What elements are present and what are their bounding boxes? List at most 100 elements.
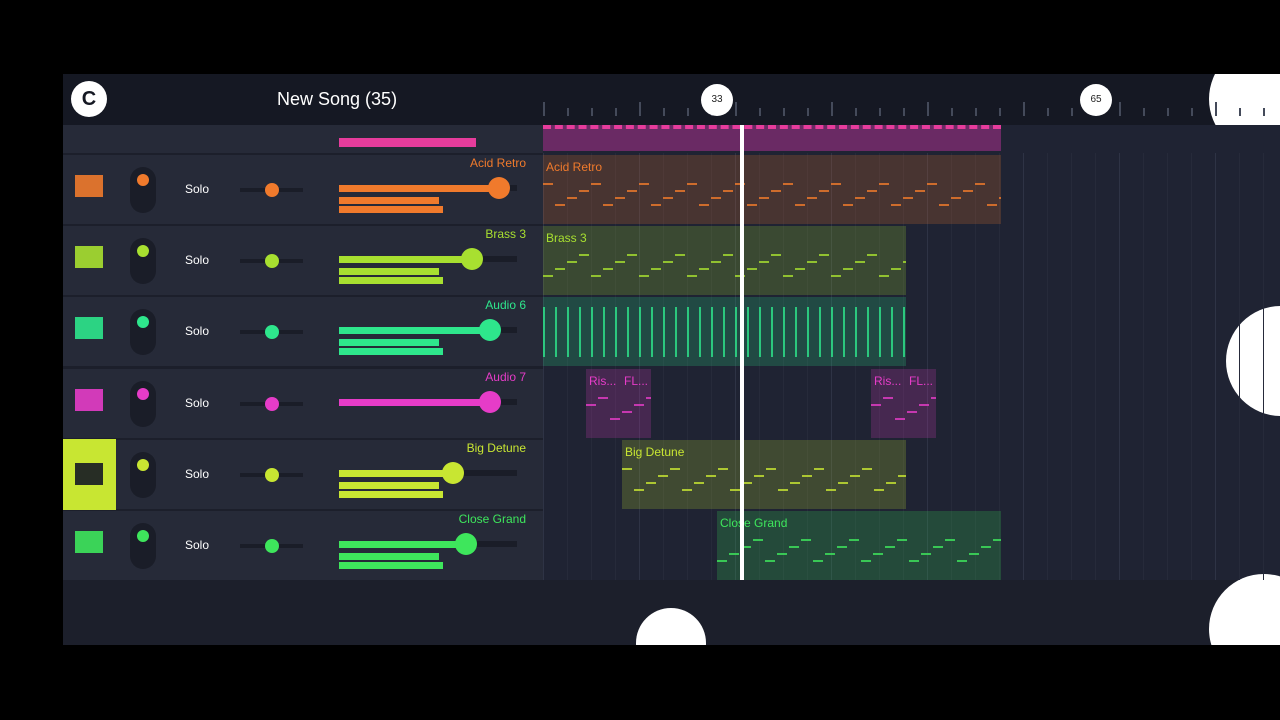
ruler-tick — [807, 108, 809, 116]
clip-note — [663, 261, 673, 264]
instrument-icon[interactable] — [63, 438, 116, 510]
clip-note — [903, 261, 906, 264]
clip-note — [687, 183, 697, 185]
grid-line — [879, 153, 880, 580]
ruler-tick — [1143, 108, 1145, 116]
clip-label: FL... — [624, 373, 649, 388]
ruler-tick — [1239, 108, 1241, 116]
clip-note — [603, 204, 613, 206]
clip-note — [993, 539, 1001, 541]
pan-knob[interactable] — [265, 396, 279, 411]
clip-note — [802, 474, 812, 477]
solo-button[interactable]: Solo — [185, 538, 210, 552]
ruler-tick — [1119, 102, 1121, 116]
expand-button[interactable] — [1209, 574, 1280, 645]
volume-knob[interactable] — [488, 177, 510, 199]
clip[interactable] — [586, 368, 651, 438]
instrument-icon[interactable] — [75, 246, 105, 270]
clip-note — [627, 307, 629, 358]
clip-note — [543, 183, 553, 185]
pan-knob[interactable] — [265, 467, 279, 482]
grid-line — [831, 153, 832, 580]
clip-note — [895, 417, 905, 420]
instrument-icon[interactable] — [75, 317, 105, 341]
clip[interactable] — [622, 439, 906, 509]
clip-note — [891, 204, 901, 206]
pan-knob[interactable] — [265, 325, 279, 340]
solo-button[interactable]: Solo — [185, 466, 210, 481]
volume-sub-bar — [339, 268, 439, 276]
clip-note — [831, 183, 841, 185]
volume-knob[interactable] — [461, 248, 483, 271]
clip-note — [843, 268, 853, 271]
clip[interactable] — [717, 511, 1001, 580]
clip-note — [814, 467, 824, 470]
volume-knob[interactable] — [442, 461, 464, 484]
volume-sub-bar — [339, 339, 439, 347]
instrument-icon[interactable] — [75, 388, 105, 413]
pan-knob[interactable] — [265, 539, 279, 553]
volume-knob[interactable] — [455, 533, 477, 555]
clip-note — [795, 268, 805, 271]
clip-note — [903, 197, 913, 199]
clip-note — [945, 539, 955, 541]
clip-note — [742, 481, 752, 484]
clip[interactable] — [871, 368, 936, 438]
clip-note — [963, 190, 973, 192]
pan-knob[interactable] — [265, 183, 279, 197]
clip-label: Big Detune — [625, 444, 685, 459]
add-button[interactable] — [636, 608, 706, 645]
clip-note — [741, 546, 751, 548]
ruler-tick — [1263, 108, 1265, 116]
volume-sub-bar — [339, 197, 439, 204]
header — [63, 74, 1280, 125]
clip-note — [837, 546, 847, 548]
grid-line — [975, 153, 976, 580]
clip[interactable] — [543, 226, 906, 296]
clip-note — [907, 410, 917, 413]
instrument-icon[interactable] — [75, 531, 105, 555]
volume-knob[interactable] — [479, 390, 501, 413]
mute-led — [137, 458, 149, 471]
volume-sub-bar — [339, 553, 439, 560]
clip[interactable] — [543, 155, 1001, 224]
clip-note — [723, 254, 733, 257]
clip[interactable] — [543, 297, 906, 367]
solo-button[interactable]: Solo — [185, 182, 210, 196]
grid-line — [1047, 153, 1048, 580]
grid-line — [1119, 153, 1120, 580]
logo-button[interactable]: C — [71, 81, 107, 117]
clip-note — [627, 190, 637, 192]
clip-note — [867, 307, 869, 358]
clip-note — [838, 481, 848, 484]
volume-sub-bar — [339, 206, 443, 213]
grid-line — [639, 153, 640, 580]
ruler-tick — [783, 108, 785, 116]
solo-button[interactable]: Solo — [185, 324, 210, 339]
clip-note — [615, 307, 617, 358]
instrument-icon[interactable] — [75, 175, 105, 199]
clip-note — [555, 204, 565, 206]
volume-knob[interactable] — [479, 319, 501, 342]
clip-note — [651, 268, 661, 271]
clip-note — [675, 254, 685, 257]
clip-note — [622, 410, 632, 413]
clip-note — [778, 488, 788, 491]
clip-note — [849, 539, 859, 541]
clip-note — [699, 204, 709, 206]
ruler-tick — [591, 108, 593, 116]
solo-button[interactable]: Solo — [185, 253, 210, 268]
pan-knob[interactable] — [265, 254, 279, 269]
clip-note — [855, 307, 857, 358]
clip-note — [591, 183, 601, 185]
clip-note — [646, 481, 656, 484]
track-name: Close Grand — [458, 512, 526, 526]
clip-note — [759, 261, 769, 264]
grid-line — [615, 153, 616, 580]
clip-note — [874, 488, 884, 491]
song-title[interactable]: New Song (35) — [277, 89, 398, 109]
ruler-tick — [615, 108, 617, 116]
ruler-tick — [1071, 108, 1073, 116]
ruler-tick — [543, 102, 545, 116]
solo-button[interactable]: Solo — [185, 395, 210, 410]
